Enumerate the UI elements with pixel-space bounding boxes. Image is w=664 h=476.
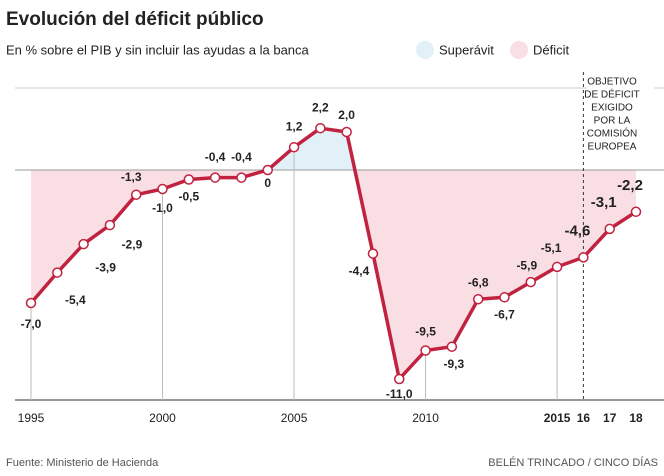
point <box>394 373 405 385</box>
surplus-area <box>31 128 636 170</box>
value-label: -4,4 <box>349 264 370 278</box>
point <box>578 252 589 263</box>
subtitle: En % sobre el PIB y sin incluir las ayud… <box>6 42 310 57</box>
point <box>367 248 379 259</box>
legend-swatch <box>510 41 528 59</box>
point <box>183 174 195 185</box>
value-label: -1,0 <box>152 201 173 215</box>
point <box>630 206 642 218</box>
point <box>157 183 168 195</box>
value-label: -5,4 <box>65 293 86 307</box>
annotation: POR LA <box>594 116 631 127</box>
value-label: -5,1 <box>541 241 562 255</box>
point <box>262 164 273 176</box>
point <box>236 172 247 183</box>
annotation: OBJETIVO <box>587 77 637 88</box>
point <box>420 345 431 356</box>
value-label: -9,3 <box>444 357 465 371</box>
value-label: -6,8 <box>468 275 489 289</box>
point <box>52 267 63 278</box>
x-tick-label: 2015 <box>544 411 571 425</box>
annotation: EUROPEA <box>588 142 637 153</box>
point <box>499 292 510 303</box>
value-label: -5,9 <box>516 258 537 272</box>
value-label: 2,0 <box>338 108 355 122</box>
x-tick-label: 1995 <box>18 411 45 425</box>
x-tick-label: 2000 <box>149 411 176 425</box>
point <box>78 238 89 250</box>
point <box>209 172 221 183</box>
x-tick-label: 2010 <box>412 411 439 425</box>
x-tick-label: 16 <box>577 411 591 425</box>
x-tick-label: 18 <box>629 411 643 425</box>
value-label: -3,1 <box>591 194 617 211</box>
point <box>104 219 116 231</box>
value-label: -6,7 <box>494 307 515 321</box>
annotation-bg <box>586 74 655 164</box>
legend-label: Superávit <box>439 42 494 57</box>
value-label: 0 <box>264 176 271 190</box>
point <box>25 297 37 309</box>
value-label: -0,4 <box>231 150 252 164</box>
deficit-area <box>31 170 636 379</box>
legend-label: Déficit <box>533 42 570 57</box>
point <box>130 189 142 200</box>
value-label: -9,5 <box>415 325 436 339</box>
annotation: EXIGIDO <box>591 103 633 114</box>
point <box>341 126 352 138</box>
value-label: -4,6 <box>564 222 590 239</box>
value-label: -0,5 <box>178 190 199 204</box>
value-label: -1,3 <box>121 170 142 184</box>
value-label: -3,9 <box>95 260 116 274</box>
annotation: DE DÉFICIT <box>584 88 640 101</box>
value-label: -11,0 <box>386 387 413 401</box>
value-label: 2,2 <box>312 100 329 114</box>
value-label: -7,0 <box>21 317 42 331</box>
value-label: 1,2 <box>286 119 303 133</box>
point <box>604 223 615 235</box>
annotation: COMISIÓN <box>587 127 638 140</box>
point <box>315 122 326 134</box>
point <box>525 276 537 288</box>
source: Fuente: Ministerio de Hacienda <box>6 457 159 469</box>
credit: BELÉN TRINCADO / CINCO DÍAS <box>488 456 658 469</box>
point <box>472 293 484 305</box>
x-tick-label: 2005 <box>281 411 308 425</box>
x-tick-label: 17 <box>603 411 617 425</box>
value-label: -2,9 <box>122 237 143 251</box>
value-label: -0,4 <box>205 150 226 164</box>
point <box>288 141 300 153</box>
point <box>446 341 458 352</box>
value-label: -2,2 <box>617 177 643 194</box>
legend-swatch <box>416 41 434 59</box>
point <box>551 261 563 273</box>
chart-title: Evolución del déficit público <box>6 9 264 30</box>
